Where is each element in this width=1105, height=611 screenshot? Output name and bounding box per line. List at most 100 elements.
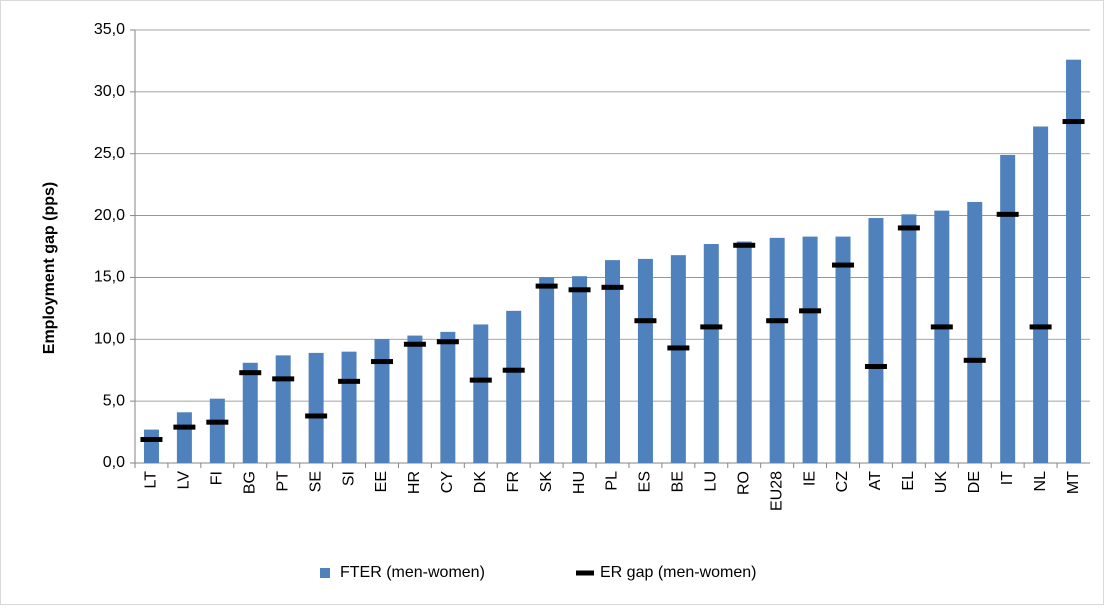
bar	[670, 255, 686, 463]
x-tick-label: EE	[373, 471, 390, 492]
bar	[802, 236, 818, 463]
bar	[440, 331, 456, 463]
legend-swatch	[576, 570, 594, 576]
x-tick-label: LV	[176, 471, 193, 490]
bar	[605, 260, 620, 463]
x-tick-label: HR	[406, 471, 423, 494]
bar	[209, 398, 225, 463]
x-tick-label: SE	[307, 471, 324, 492]
bar	[572, 276, 588, 463]
marker	[897, 225, 920, 231]
x-tick-label: CY	[439, 471, 456, 494]
marker	[1029, 324, 1052, 330]
bar	[308, 352, 324, 463]
bar	[176, 412, 192, 463]
bar	[901, 214, 917, 463]
bar	[143, 429, 159, 463]
marker	[864, 364, 887, 370]
x-tick-label: PT	[274, 471, 291, 492]
bar	[374, 339, 390, 463]
marker	[733, 242, 756, 248]
marker	[140, 436, 163, 442]
y-tick-label: 35,0	[94, 21, 125, 38]
y-tick-label: 25,0	[94, 145, 125, 162]
y-tick-label: 20,0	[94, 207, 125, 224]
x-tick-label: FI	[209, 471, 226, 485]
x-tick-label: UK	[933, 471, 950, 494]
marker	[535, 283, 558, 289]
bar	[967, 201, 983, 463]
marker	[502, 367, 525, 373]
marker	[700, 324, 723, 330]
y-axis-label: Employment gap (pps)	[41, 182, 58, 354]
bar	[275, 355, 291, 463]
x-tick-label: BE	[670, 471, 687, 492]
marker	[403, 341, 426, 347]
bar	[473, 324, 489, 463]
marker	[469, 377, 492, 383]
x-tick-label: LT	[143, 471, 160, 489]
x-tick-label: AT	[867, 471, 884, 490]
marker	[1062, 119, 1085, 125]
x-tick-label: SI	[340, 471, 357, 486]
bar	[539, 277, 555, 463]
y-tick-label: 5,0	[103, 392, 125, 409]
y-tick-label: 30,0	[94, 83, 125, 100]
x-tick-label: ES	[637, 471, 654, 492]
bar	[835, 236, 851, 463]
bar	[769, 237, 785, 463]
legend-swatch	[320, 568, 330, 578]
marker	[568, 287, 591, 293]
x-tick-label: IT	[999, 471, 1016, 485]
x-tick-label: EL	[900, 471, 917, 491]
bar	[934, 210, 950, 463]
bar	[506, 310, 522, 463]
marker	[930, 324, 953, 330]
x-tick-label: LU	[703, 471, 720, 491]
bar	[736, 241, 752, 463]
legend-label: FTER (men-women)	[340, 564, 485, 581]
marker	[601, 284, 624, 290]
x-tick-label: NL	[1032, 471, 1049, 492]
marker	[370, 359, 393, 365]
x-tick-label: RO	[735, 471, 752, 495]
marker	[436, 339, 459, 345]
x-tick-label: CZ	[834, 471, 851, 493]
x-tick-label: PL	[604, 471, 621, 491]
y-tick-label: 15,0	[94, 269, 125, 286]
bar	[242, 362, 258, 463]
marker	[305, 413, 328, 419]
x-tick-label: SK	[538, 471, 555, 493]
x-tick-label: MT	[1065, 471, 1082, 494]
x-tick-label: HU	[571, 471, 588, 494]
bar	[703, 244, 719, 463]
bar	[1033, 126, 1049, 464]
x-tick-label: IE	[801, 471, 818, 486]
marker	[996, 211, 1019, 217]
marker	[206, 419, 229, 425]
bar	[407, 335, 423, 463]
bar	[1000, 154, 1016, 464]
x-tick-label: FR	[505, 471, 522, 492]
x-tick-label: BG	[241, 471, 258, 494]
marker	[766, 318, 789, 324]
marker	[338, 378, 361, 384]
x-tick-label: EU28	[768, 471, 785, 511]
x-tick-label: DE	[966, 471, 983, 493]
marker	[832, 262, 855, 268]
bar	[637, 258, 653, 463]
marker	[634, 318, 657, 324]
bar	[868, 218, 884, 463]
x-tick-label: DK	[472, 471, 489, 494]
marker	[963, 357, 986, 363]
bar	[1066, 59, 1082, 463]
y-tick-label: 0,0	[103, 454, 125, 471]
marker	[667, 345, 690, 351]
legend-label: ER gap (men-women)	[600, 564, 757, 581]
bar	[341, 351, 357, 463]
marker	[239, 370, 262, 376]
marker	[173, 424, 196, 430]
y-tick-label: 10,0	[94, 331, 125, 348]
marker	[272, 376, 295, 382]
